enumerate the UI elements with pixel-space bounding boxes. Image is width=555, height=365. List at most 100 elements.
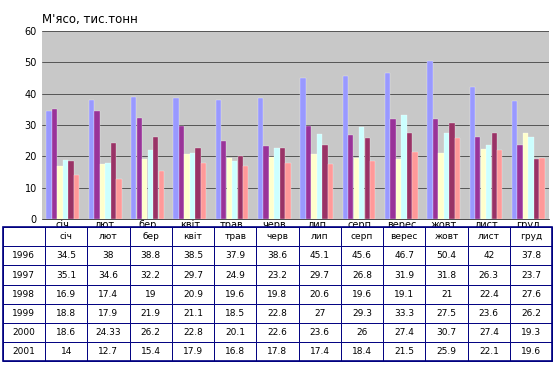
Text: 22.1: 22.1: [479, 347, 499, 356]
Text: 20.6: 20.6: [310, 290, 330, 299]
Bar: [100, 165, 105, 219]
Text: 24.33: 24.33: [95, 328, 121, 337]
Bar: [365, 138, 370, 219]
Bar: [412, 151, 418, 219]
Text: квіт: квіт: [184, 232, 203, 241]
Bar: [455, 138, 460, 219]
Text: 30.7: 30.7: [436, 328, 457, 337]
Bar: [512, 101, 517, 219]
Bar: [280, 148, 285, 219]
Text: 1998: 1998: [12, 290, 36, 299]
Bar: [184, 154, 190, 219]
Text: 20.1: 20.1: [225, 328, 245, 337]
Text: 24.9: 24.9: [225, 270, 245, 280]
Bar: [497, 150, 502, 219]
Bar: [179, 126, 184, 219]
Text: 34.6: 34.6: [98, 270, 118, 280]
Bar: [475, 137, 481, 219]
Text: 19.3: 19.3: [521, 328, 541, 337]
Text: 16.9: 16.9: [56, 290, 76, 299]
Text: 12.7: 12.7: [98, 347, 118, 356]
Bar: [300, 78, 306, 219]
Text: 1996: 1996: [12, 251, 36, 260]
Text: 35.1: 35.1: [56, 270, 76, 280]
Text: 27.6: 27.6: [521, 290, 541, 299]
Bar: [306, 126, 311, 219]
Text: 19: 19: [145, 290, 157, 299]
Text: 1999: 1999: [12, 309, 36, 318]
Bar: [173, 99, 179, 219]
Bar: [105, 163, 110, 219]
Text: 31.9: 31.9: [394, 270, 415, 280]
Text: лист: лист: [478, 232, 500, 241]
Text: лют: лют: [99, 232, 118, 241]
Text: 21.5: 21.5: [394, 347, 414, 356]
Text: 50.4: 50.4: [437, 251, 457, 260]
Text: 19.6: 19.6: [352, 290, 372, 299]
Text: 18.5: 18.5: [225, 309, 245, 318]
Text: 18.8: 18.8: [56, 309, 76, 318]
Text: 34.5: 34.5: [56, 251, 76, 260]
Text: лип: лип: [311, 232, 329, 241]
Text: 37.9: 37.9: [225, 251, 245, 260]
Bar: [226, 158, 232, 219]
Text: 23.6: 23.6: [479, 309, 499, 318]
Bar: [427, 61, 432, 219]
Bar: [407, 133, 412, 219]
Bar: [328, 165, 333, 219]
Text: серп: серп: [351, 232, 373, 241]
Text: 19.1: 19.1: [394, 290, 415, 299]
Text: груд: груд: [520, 232, 542, 241]
Bar: [159, 171, 164, 219]
Text: 2000: 2000: [12, 328, 36, 337]
Text: 29.7: 29.7: [183, 270, 203, 280]
Bar: [528, 137, 534, 219]
Text: 45.1: 45.1: [310, 251, 330, 260]
Text: 22.8: 22.8: [268, 309, 287, 318]
Bar: [523, 132, 528, 219]
Text: 19.6: 19.6: [521, 347, 541, 356]
Bar: [142, 160, 147, 219]
Text: 27.4: 27.4: [395, 328, 414, 337]
Text: 20.9: 20.9: [183, 290, 203, 299]
Bar: [243, 166, 249, 219]
Bar: [385, 73, 390, 219]
Text: М'ясо, тис.тонн: М'ясо, тис.тонн: [42, 13, 138, 26]
Bar: [370, 161, 375, 219]
Text: 21.9: 21.9: [141, 309, 161, 318]
Text: 29.7: 29.7: [310, 270, 330, 280]
Text: 16.8: 16.8: [225, 347, 245, 356]
Bar: [275, 147, 280, 219]
Text: жовт: жовт: [435, 232, 459, 241]
Bar: [153, 137, 158, 219]
Bar: [481, 149, 486, 219]
Bar: [264, 146, 269, 219]
Bar: [348, 135, 354, 219]
Text: 21.1: 21.1: [183, 309, 203, 318]
Text: 42: 42: [483, 251, 495, 260]
Text: 23.6: 23.6: [310, 328, 330, 337]
Text: 22.8: 22.8: [183, 328, 203, 337]
Text: 22.4: 22.4: [479, 290, 499, 299]
Bar: [342, 76, 348, 219]
Text: трав: трав: [224, 232, 246, 241]
Text: 15.4: 15.4: [141, 347, 161, 356]
Text: 29.3: 29.3: [352, 309, 372, 318]
Text: 46.7: 46.7: [394, 251, 414, 260]
Bar: [201, 163, 206, 219]
Bar: [94, 111, 99, 219]
Text: 17.8: 17.8: [268, 347, 287, 356]
Bar: [221, 141, 226, 219]
Text: 1997: 1997: [12, 270, 36, 280]
Text: 26: 26: [356, 328, 368, 337]
Bar: [354, 158, 359, 219]
Text: 38: 38: [103, 251, 114, 260]
Bar: [148, 150, 153, 219]
Text: черв: черв: [266, 232, 289, 241]
Bar: [195, 147, 201, 219]
Bar: [47, 111, 52, 219]
Bar: [470, 88, 475, 219]
Bar: [449, 123, 455, 219]
Bar: [401, 115, 407, 219]
Text: 25.9: 25.9: [437, 347, 457, 356]
